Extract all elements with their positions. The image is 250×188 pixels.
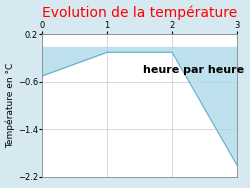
Y-axis label: Température en °C: Température en °C <box>6 63 15 148</box>
Text: heure par heure: heure par heure <box>143 65 244 75</box>
Title: Evolution de la température: Evolution de la température <box>42 6 237 20</box>
